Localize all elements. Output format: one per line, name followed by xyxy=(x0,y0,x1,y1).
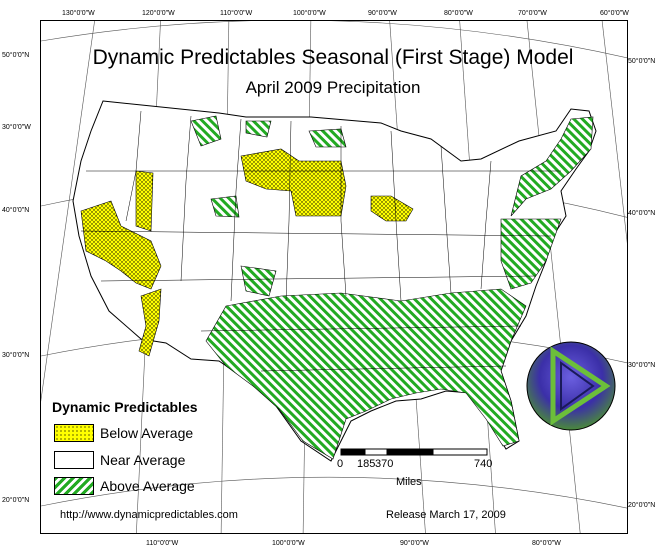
graticule-label-top: 110°0'0"W xyxy=(220,10,253,17)
website-link[interactable]: http://www.dynamicpredictables.com xyxy=(60,509,238,521)
graticule-label-left: 30°0'0"W xyxy=(2,124,31,131)
graticule-label-top: 80°0'0"W xyxy=(444,10,473,17)
graticule-label-top: 130°0'0"W xyxy=(62,10,95,17)
legend-label: Near Average xyxy=(100,452,186,468)
scale-unit: Miles xyxy=(396,476,422,488)
graticule-label-right: 40°0'0"N xyxy=(628,210,656,217)
legend-swatch-below xyxy=(54,424,94,442)
legend-title: Dynamic Predictables xyxy=(52,399,198,415)
graticule-label-bottom: 90°0'0"W xyxy=(400,540,429,547)
graticule-label-left: 30°0'0"N xyxy=(2,352,30,359)
below-average-regions xyxy=(80,148,414,357)
graticule-label-top: 60°0'0"W xyxy=(600,10,629,17)
graticule-label-left: 40°0'0"N xyxy=(2,207,30,214)
map-canvas xyxy=(41,21,627,533)
play-triangle-logo xyxy=(526,341,616,431)
map-subtitle: April 2009 Precipitation xyxy=(245,78,421,97)
graticule-label-top: 120°0'0"W xyxy=(142,10,175,17)
legend-label: Above Average xyxy=(100,478,195,494)
release-date: Release March 17, 2009 xyxy=(386,509,506,521)
scale-tick: 185 xyxy=(357,458,376,470)
graticule-label-top: 100°0'0"W xyxy=(293,10,326,17)
scale-tick: 740 xyxy=(474,458,493,470)
graticule-label-right: 20°0'0"N xyxy=(628,502,656,509)
graticule-label-bottom: 80°0'0"W xyxy=(532,540,561,547)
region-boundaries xyxy=(80,110,561,372)
scale-tick: 370 xyxy=(375,458,394,470)
graticule-label-right: 30°0'0"N xyxy=(628,362,656,369)
legend-label: Below Average xyxy=(100,425,194,441)
graticule-label-top: 70°0'0"W xyxy=(518,10,547,17)
graticule-label-top: 90°0'0"W xyxy=(368,10,397,17)
scale-bar xyxy=(340,448,488,456)
graticule-label-bottom: 100°0'0"W xyxy=(272,540,305,547)
above-average-regions xyxy=(190,115,594,460)
graticule-label-left: 20°0'0"N xyxy=(2,497,30,504)
legend-swatch-above xyxy=(54,477,94,495)
graticule-label-right: 50°0'0"N xyxy=(628,58,656,65)
graticule-label-left: 50°0'0"N xyxy=(2,52,30,59)
legend-swatch-near xyxy=(54,451,94,469)
scale-tick: 0 xyxy=(337,458,344,470)
graticule-label-bottom: 110°0'0"W xyxy=(146,540,179,547)
map-frame xyxy=(40,20,628,534)
map-title: Dynamic Predictables Seasonal (First Sta… xyxy=(92,46,574,69)
